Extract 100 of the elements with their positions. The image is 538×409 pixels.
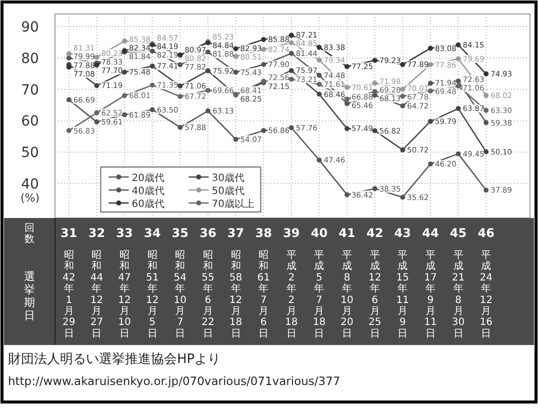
point	[456, 42, 461, 48]
point	[288, 76, 294, 82]
category-label: 31 昭和42年1月29日	[60, 226, 78, 340]
legend-label: 20歳代	[132, 172, 164, 184]
point	[122, 112, 128, 118]
point	[372, 80, 378, 86]
y-tick-label: 40	[21, 176, 39, 192]
point	[178, 62, 183, 68]
point	[484, 71, 489, 76]
legend-label: 50歳代	[212, 185, 244, 197]
point	[456, 151, 461, 156]
point	[94, 83, 100, 88]
y-tick-label: 70	[21, 82, 39, 98]
point	[344, 192, 350, 198]
y-tick-label: 50	[21, 145, 39, 162]
category-label: 44 平成17年9月11日	[422, 226, 439, 340]
legend-label: 30歳代	[212, 172, 244, 184]
point	[261, 36, 266, 42]
point	[456, 78, 461, 84]
category-label: 45 平成21年8月30日	[450, 226, 467, 340]
point	[150, 64, 155, 69]
category-label: 37 昭和58年12月18日	[227, 226, 244, 340]
y-axis-title: (%)	[20, 191, 40, 204]
point	[428, 162, 433, 167]
point	[205, 88, 210, 93]
point	[94, 110, 100, 116]
point	[288, 68, 294, 74]
category-label: 42 平成12年6月25日	[366, 226, 384, 340]
legend-label: 40歳代	[132, 185, 164, 197]
point	[233, 54, 238, 59]
category-label: 38 昭和61年7月6日	[255, 226, 272, 340]
category-label: 36 昭和55年6月22日	[200, 226, 216, 340]
point	[428, 118, 433, 124]
point	[344, 101, 350, 106]
point	[400, 86, 406, 92]
point	[233, 46, 238, 52]
point	[484, 93, 489, 98]
point	[178, 94, 183, 99]
point	[94, 119, 100, 124]
point	[288, 125, 294, 130]
legend-label: 60歳代	[132, 198, 164, 210]
point	[456, 83, 461, 88]
point	[316, 44, 322, 50]
point	[428, 88, 433, 94]
point	[66, 64, 72, 70]
point	[484, 120, 489, 126]
point	[122, 93, 128, 98]
point	[372, 58, 378, 63]
point	[316, 158, 322, 163]
point	[484, 149, 489, 154]
y-tick-label: 60	[21, 114, 39, 130]
point	[94, 54, 100, 60]
text: http://www.akaruisenkyo.or.jp/070various/071various/377	[8, 374, 340, 388]
point	[150, 82, 155, 88]
point	[66, 97, 72, 102]
x-axis-title: 回数	[24, 223, 34, 245]
point	[150, 107, 155, 112]
category-label: 35 昭和54年10月7日	[172, 226, 189, 340]
point	[122, 38, 128, 44]
point	[205, 50, 210, 55]
point	[233, 70, 238, 75]
point	[400, 103, 406, 108]
point	[344, 96, 350, 102]
category-label: 46 平成24年12月16日	[478, 226, 494, 340]
point	[261, 46, 266, 52]
text: 選挙期日	[24, 270, 35, 322]
point	[372, 128, 378, 134]
category-label: 40 平成5年7月18日	[310, 226, 328, 340]
point	[372, 186, 378, 192]
category-label: 32 昭和44年12月27日	[88, 226, 106, 340]
point	[400, 194, 406, 200]
point	[261, 128, 266, 134]
category-label: 34 昭和51年12月5日	[144, 226, 161, 340]
point	[316, 58, 322, 63]
point	[400, 94, 406, 99]
text: 財団法人明るい選挙推進協会HPより	[8, 352, 221, 367]
point	[400, 62, 406, 68]
point	[288, 40, 294, 46]
point	[122, 70, 128, 75]
category-label: 43 平成15年11月9日	[394, 226, 412, 340]
point	[150, 48, 155, 54]
point	[316, 92, 322, 97]
point	[428, 46, 433, 51]
point	[456, 106, 461, 112]
point	[316, 82, 322, 87]
point	[178, 124, 183, 130]
point	[344, 84, 350, 90]
point	[288, 50, 294, 56]
point	[205, 68, 210, 74]
point	[344, 64, 350, 70]
legend-label: 70歳以上	[212, 198, 254, 210]
point	[400, 147, 406, 152]
point	[288, 32, 294, 38]
category-label: 39 平成2年2月18日	[283, 226, 300, 340]
y-tick-label: 80	[21, 50, 39, 67]
point	[178, 83, 183, 88]
point	[261, 62, 266, 68]
point	[233, 136, 238, 142]
point	[484, 108, 489, 113]
point	[372, 89, 378, 94]
